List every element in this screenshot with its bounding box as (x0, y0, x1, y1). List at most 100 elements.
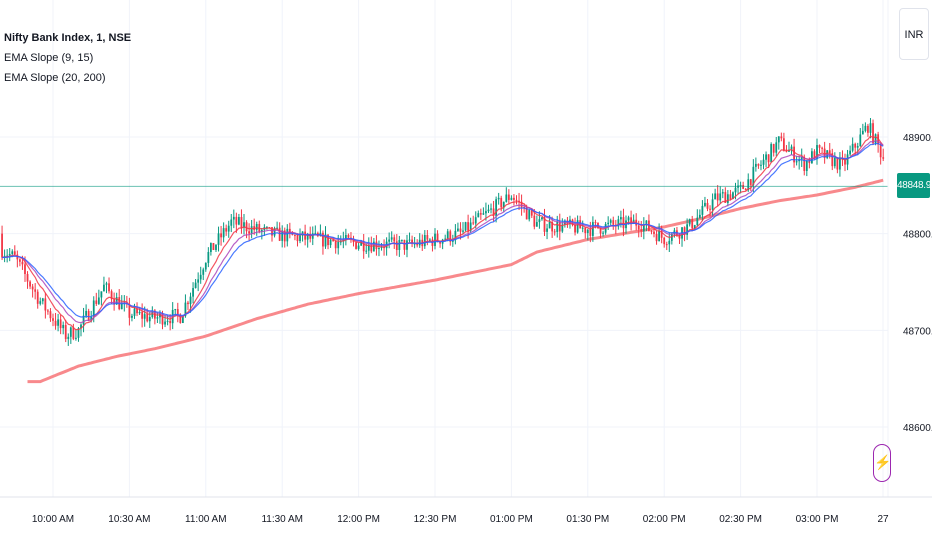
candle-body (872, 123, 874, 144)
candle-body (95, 300, 98, 304)
symbol-title[interactable]: Nifty Bank Index, 1, NSE (4, 32, 132, 44)
candle-body (836, 157, 839, 170)
candle-body (378, 247, 380, 250)
candle-body (429, 239, 431, 241)
candle-body (653, 231, 655, 234)
candle-body (747, 179, 750, 191)
candle-body (879, 144, 882, 158)
candle-body (39, 301, 42, 304)
indicator-ema-slope-20-200[interactable]: EMA Slope (20, 200) (4, 72, 106, 84)
candle-body (548, 221, 551, 229)
candle-body (207, 251, 210, 263)
candle-body (584, 227, 587, 234)
candle-body (650, 230, 653, 232)
candle-body (260, 229, 263, 232)
candle-body (161, 313, 164, 325)
candle-body (245, 222, 248, 232)
candle-body (505, 194, 508, 202)
candle-body (500, 197, 503, 208)
candle-body (767, 154, 770, 163)
candle-body (64, 324, 67, 340)
candle-body (777, 136, 780, 143)
candle-body (864, 125, 867, 131)
candle-body (235, 216, 238, 225)
candle-body (558, 221, 561, 232)
grid (0, 0, 888, 497)
candle-body (299, 235, 301, 242)
candle-body (790, 146, 793, 150)
candle-body (691, 219, 694, 229)
candle-body (276, 227, 279, 229)
candle-body (444, 238, 447, 240)
candle-body (189, 296, 192, 305)
candle-body (199, 274, 202, 280)
candle-body (762, 159, 765, 165)
candle-body (487, 209, 490, 212)
candle-body (551, 221, 554, 232)
currency-button[interactable]: INR (899, 8, 929, 60)
candle-body (576, 220, 579, 233)
candle-body (278, 227, 281, 241)
time-tick-label: 11:30 AM (261, 514, 303, 525)
candle-body (181, 316, 184, 323)
candle-body (403, 239, 406, 250)
candle-body (411, 239, 413, 244)
candle-body (194, 282, 197, 289)
candle-body (525, 207, 528, 220)
candle-body (683, 227, 686, 235)
candle-body (711, 199, 714, 210)
price-axis[interactable]: 48900.00 48800.00 48700.00 48600.00 (887, 0, 932, 497)
candle-body (474, 217, 477, 224)
candle-body (62, 324, 65, 329)
candle-body (439, 241, 441, 244)
indicator-ema-slope-9-15[interactable]: EMA Slope (9, 15) (4, 52, 94, 64)
candle-body (18, 259, 21, 262)
candle-body (187, 302, 189, 305)
candle-body (115, 297, 118, 305)
time-axis[interactable]: 10:00 AM 10:30 AM 11:00 AM 11:30 AM 12:00 PM… (0, 496, 932, 525)
candle-body (156, 317, 159, 319)
lightning-icon[interactable]: ⚡ (873, 444, 891, 482)
candle-body (874, 134, 877, 144)
candle-body (760, 164, 762, 166)
candle-body (719, 193, 722, 201)
candle-body (670, 233, 673, 241)
candle-body (594, 222, 597, 224)
time-tick-label: 01:30 PM (566, 514, 609, 525)
candle-body (164, 321, 166, 325)
candle-body (1, 233, 3, 258)
candle-body (334, 241, 337, 249)
candle-body (141, 311, 144, 319)
candle-body (637, 225, 640, 230)
candle-body (821, 147, 823, 149)
candle-body (176, 309, 179, 315)
candles (1, 118, 885, 346)
candle-body (85, 310, 88, 316)
candle-body (248, 231, 250, 234)
candle-body (869, 123, 872, 133)
candle-body (423, 235, 426, 247)
candle-body (337, 241, 340, 249)
candle-body (813, 151, 816, 160)
candle-body (370, 245, 373, 252)
candle-body (36, 291, 39, 304)
candle-body (530, 210, 533, 216)
candle-body (202, 269, 205, 275)
candle-body (75, 337, 77, 339)
candle-body (627, 217, 630, 221)
candle-body (322, 232, 324, 247)
candle-body (281, 230, 284, 241)
candle-body (332, 239, 335, 242)
candle-body (693, 225, 696, 229)
candle-body (543, 217, 546, 232)
candle-body (240, 217, 243, 228)
candle-body (446, 231, 449, 239)
candle-body (607, 222, 610, 225)
candle-body (640, 229, 643, 232)
candle-body (457, 228, 459, 231)
candle-body (238, 217, 240, 225)
candle-body (800, 156, 803, 160)
candle-body (645, 220, 648, 225)
candle-body (663, 237, 666, 245)
